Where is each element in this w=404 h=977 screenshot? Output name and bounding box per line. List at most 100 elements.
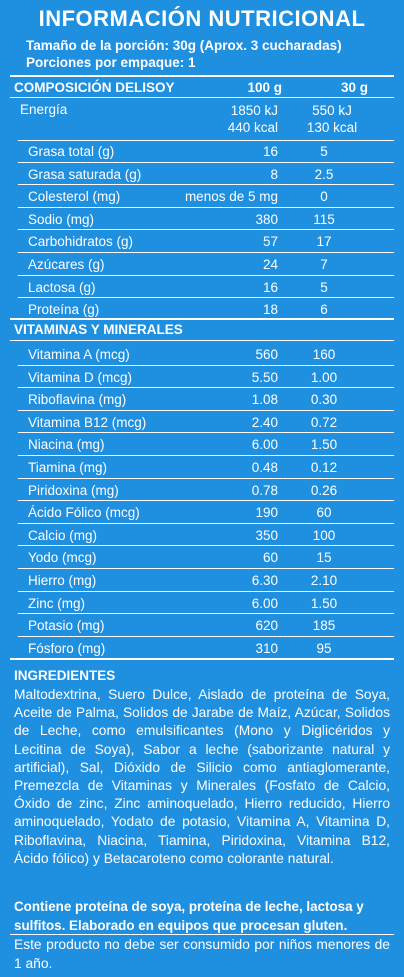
nutrient-label: Fósforo (mg) bbox=[28, 640, 106, 656]
row-divider bbox=[18, 567, 394, 569]
nutrient-value-30g: 1.50 bbox=[310, 595, 338, 611]
nutrient-value-100g: 310 bbox=[255, 640, 278, 656]
nutrition-title: INFORMACIÓN NUTRICIONAL bbox=[38, 6, 366, 31]
nutrient-value-30g: 100 bbox=[312, 527, 336, 543]
nutrient-row: Colesterol (mg) menos de 5 mg 0 bbox=[10, 189, 394, 212]
nutrient-value-30g: 0.72 bbox=[310, 414, 338, 430]
nutrient-value-30g: 1.00 bbox=[310, 369, 338, 385]
nutrient-value-100g: menos de 5 mg bbox=[184, 189, 278, 205]
nutrient-value-100g: 0.78 bbox=[251, 482, 278, 498]
nutrient-row: Potasio (mg) 620 185 bbox=[10, 618, 394, 641]
row-divider bbox=[18, 387, 394, 389]
nutrient-value-30g: 0 bbox=[320, 189, 328, 205]
nutrient-label: Lactosa (g) bbox=[28, 279, 96, 295]
nutrient-value-30g: 5 bbox=[320, 144, 328, 159]
nutrient-value-100g: 16 bbox=[262, 144, 278, 159]
nutrient-value-100g: 8 bbox=[270, 166, 278, 182]
energy-100g: 1850 kJ 440 kcal bbox=[228, 102, 278, 136]
row-divider bbox=[18, 206, 394, 208]
row-divider bbox=[18, 229, 394, 231]
nutrient-row: Zinc (mg) 6.00 1.50 bbox=[10, 596, 394, 619]
row-divider bbox=[18, 409, 394, 411]
divider-vitamins bbox=[10, 318, 394, 320]
nutrient-label: Ácido Fólico (mcg) bbox=[28, 505, 140, 521]
row-divider bbox=[18, 500, 394, 502]
nutrient-label: Azúcares (g) bbox=[28, 257, 105, 272]
nutrient-value-100g: 350 bbox=[255, 527, 278, 543]
energy-row: Energía 1850 kJ 440 kcal 550 kJ 130 kcal bbox=[10, 102, 394, 141]
nutrient-row: Lactosa (g) 16 5 bbox=[10, 280, 394, 303]
nutrient-label: Yodo (mcg) bbox=[28, 550, 97, 566]
nutrient-label: Proteína (g) bbox=[28, 302, 100, 318]
nutrient-value-30g: 2.10 bbox=[310, 573, 338, 588]
row-divider bbox=[18, 364, 394, 366]
nutrient-row: Vitamina D (mcg) 5.50 1.00 bbox=[10, 370, 394, 393]
nutrient-row: Carbohidratos (g) 57 17 bbox=[10, 234, 394, 257]
nutrient-row: Fósforo (mg) 310 95 bbox=[10, 641, 394, 664]
energy-30g-kj: 550 kJ bbox=[312, 103, 352, 118]
nutrient-value-100g: 560 bbox=[255, 347, 278, 362]
divider-vitamins-header bbox=[10, 340, 394, 341]
nutrient-label: Vitamina B12 (mcg) bbox=[28, 414, 147, 430]
nutrient-label: Zinc (mg) bbox=[28, 595, 85, 611]
nutrient-label: Riboflavina (mg) bbox=[28, 392, 127, 408]
row-divider bbox=[18, 635, 394, 637]
nutrient-row: Grasa total (g) 16 5 bbox=[10, 144, 394, 167]
ingredients-title: INGREDIENTES bbox=[14, 668, 116, 683]
nutrient-row: Yodo (mcg) 60 15 bbox=[10, 550, 394, 573]
nutrient-row: Proteína (g) 18 6 bbox=[10, 302, 394, 325]
divider-composition bbox=[10, 97, 394, 98]
nutrient-label: Vitamina D (mcg) bbox=[28, 369, 133, 385]
nutrient-label: Piridoxina (mg) bbox=[28, 482, 119, 498]
divider-warning bbox=[10, 934, 394, 935]
row-divider bbox=[18, 545, 394, 547]
nutrient-label: Vitamina A (mcg) bbox=[28, 347, 130, 362]
nutrient-row: Sodio (mg) 380 115 bbox=[10, 212, 394, 235]
vitamins-header: VITAMINAS Y MINERALES bbox=[14, 322, 183, 337]
row-divider bbox=[18, 184, 394, 186]
nutrient-value-30g: 5 bbox=[320, 279, 328, 295]
nutrient-label: Carbohidratos (g) bbox=[28, 234, 134, 250]
row-divider bbox=[18, 477, 394, 479]
energy-label: Energía bbox=[20, 102, 68, 117]
nutrient-row: Piridoxina (mg) 0.78 0.26 bbox=[10, 483, 394, 506]
energy-30g-kcal: 130 kcal bbox=[306, 120, 358, 135]
nutrient-value-30g: 115 bbox=[313, 211, 335, 227]
energy-100g-kcal: 440 kcal bbox=[227, 120, 278, 135]
row-divider bbox=[18, 613, 394, 615]
nutrient-value-30g: 0.26 bbox=[310, 482, 338, 498]
nutrient-row: Calcio (mg) 350 100 bbox=[10, 528, 394, 551]
energy-100g-kj: 1850 kJ bbox=[230, 103, 278, 118]
age-warning: Este producto no debe ser consumido por … bbox=[14, 937, 390, 971]
nutrient-value-100g: 0.48 bbox=[251, 460, 278, 475]
nutrient-row: Vitamina A (mcg) 560 160 bbox=[10, 347, 394, 370]
nutrient-row: Riboflavina (mg) 1.08 0.30 bbox=[10, 392, 394, 415]
nutrient-value-100g: 6.30 bbox=[251, 573, 278, 588]
serving-size: Tamaño de la porción: 30g (Aprox. 3 cuch… bbox=[26, 38, 342, 53]
nutrient-value-100g: 620 bbox=[255, 618, 278, 634]
nutrient-label: Calcio (mg) bbox=[28, 527, 98, 543]
ingredients-text: Maltodextrina, Suero Dulce, Aislado de p… bbox=[14, 687, 390, 866]
col-100g-header: 100 g bbox=[247, 80, 282, 95]
nutrient-value-30g: 7 bbox=[320, 257, 328, 272]
nutrient-value-100g: 18 bbox=[262, 302, 278, 318]
row-divider bbox=[18, 297, 394, 299]
row-divider bbox=[18, 454, 394, 456]
nutrient-value-100g: 5.50 bbox=[251, 369, 278, 385]
nutrient-row: Hierro (mg) 6.30 2.10 bbox=[10, 573, 394, 596]
nutrient-label: Tiamina (mg) bbox=[28, 460, 108, 475]
servings-per-container: Porciones por empaque: 1 bbox=[26, 55, 196, 70]
nutrient-value-30g: 160 bbox=[312, 347, 336, 362]
nutrient-row: Azúcares (g) 24 7 bbox=[10, 257, 394, 280]
nutrient-row: Tiamina (mg) 0.48 0.12 bbox=[10, 460, 394, 483]
nutrient-value-100g: 24 bbox=[262, 257, 278, 272]
divider-ingredients bbox=[10, 658, 394, 660]
nutrient-value-30g: 1.50 bbox=[310, 437, 338, 453]
row-divider bbox=[18, 590, 394, 592]
nutrient-value-30g: 185 bbox=[312, 618, 336, 634]
nutrient-value-100g: 2.40 bbox=[251, 414, 278, 430]
row-divider bbox=[18, 140, 394, 141]
nutrient-row: Ácido Fólico (mcg) 190 60 bbox=[10, 505, 394, 528]
nutrient-label: Grasa total (g) bbox=[28, 144, 115, 159]
nutrient-value-100g: 16 bbox=[262, 279, 278, 295]
